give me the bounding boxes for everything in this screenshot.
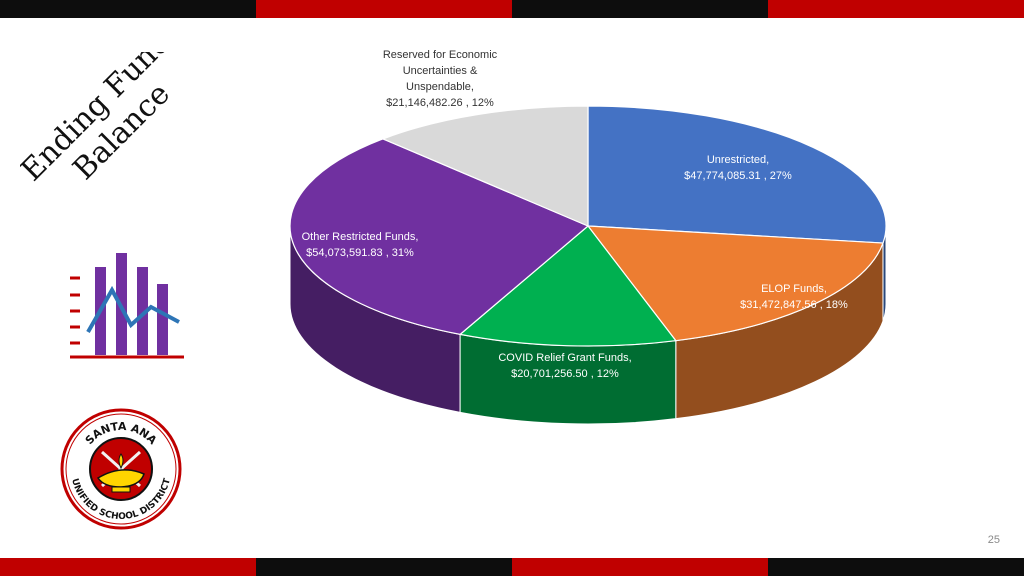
band-segment [512, 558, 768, 576]
pie-slice-reserved-for-economic-uncertainties-unspendable [381, 105, 589, 227]
data-label-reserved-for-economic-uncertainties-unspendable: Reserved for Economic Uncertainties & Unsp… [383, 49, 498, 109]
band-segment [768, 0, 1024, 18]
data-label-other-restricted-funds: Other Restricted Funds, $54,073,591.83 , … [302, 231, 419, 259]
bar-chart-icon [70, 253, 184, 359]
pie-slice-covid-relief-grant-funds [458, 225, 677, 347]
lamp-of-learning-icon [96, 450, 145, 493]
bar-chart-icon-ticks [70, 276, 80, 345]
fund-balance-pie-chart: Unrestricted, $47,774,085.31 , 27% ELOP Fu… [289, 49, 887, 425]
band-segment [0, 558, 256, 576]
band-segment [256, 0, 512, 18]
band-segment [768, 558, 1024, 576]
data-label-elop-funds: ELOP Funds, $31,472,847.56 , 18% [740, 283, 848, 311]
band-segment [512, 0, 768, 18]
slide-title: Ending Fund Balance [20, 52, 178, 188]
pie-slice-other-restricted-funds [289, 138, 590, 336]
page-number: 25 [987, 534, 1000, 546]
band-segment [0, 0, 256, 18]
bottom-color-band [0, 558, 1024, 576]
band-segment [256, 558, 512, 576]
data-label-unrestricted: Unrestricted, $47,774,085.31 , 27% [684, 154, 792, 182]
pie-slice-unrestricted [587, 105, 887, 244]
data-label-covid-relief-grant-funds: COVID Relief Grant Funds, $20,701,256.50 … [498, 352, 631, 380]
santa-ana-usd-logo: SANTA ANA UNIFIED SCHOOL DISTRICT [60, 408, 182, 530]
pie-slice-elop-funds [586, 225, 884, 342]
top-color-band [0, 0, 1024, 18]
